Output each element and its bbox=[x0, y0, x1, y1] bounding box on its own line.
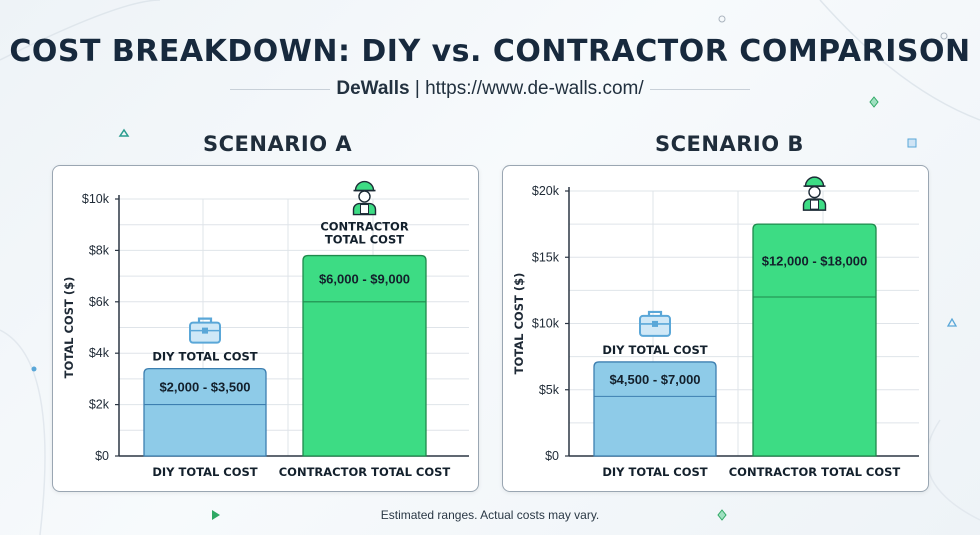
subtitle-separator: | bbox=[414, 78, 420, 99]
y-tick-label: $10k bbox=[532, 317, 560, 331]
range-label: $6,000 - $9,000 bbox=[319, 272, 410, 287]
y-tick-label: $6k bbox=[89, 295, 110, 309]
range-label: $4,500 - $7,000 bbox=[609, 372, 700, 387]
diy-bar bbox=[593, 361, 717, 457]
y-axis-label: TOTAL COST ($) bbox=[512, 273, 526, 375]
scenario-a-chart-card: $0 $2k $4k $6k $8k $10k TOTAL COST ($) $2,000 -… bbox=[52, 165, 479, 492]
diy-bar bbox=[143, 367, 267, 457]
scenario-a-title: SCENARIO A bbox=[203, 132, 353, 156]
square-decoration bbox=[907, 138, 917, 148]
category-label: DIY TOTAL COST bbox=[602, 465, 707, 479]
diamond-decoration bbox=[717, 509, 727, 521]
triangle-decoration bbox=[946, 317, 958, 327]
contractor-bar bbox=[302, 254, 427, 457]
diamond-decoration bbox=[869, 96, 879, 108]
bar-title: DIY TOTAL COST bbox=[152, 350, 257, 364]
scenario-b-chart: $0 $5k $10k $15k $20k TOTAL COST ($) $4,500 - … bbox=[512, 176, 919, 479]
toolbox-icon bbox=[189, 317, 221, 344]
scenario-b-chart-card: $0 $5k $10k $15k $20k TOTAL COST ($) $4,500 - … bbox=[502, 165, 929, 492]
worker-icon bbox=[802, 176, 827, 211]
brand-url[interactable]: https://www.de-walls.com/ bbox=[425, 78, 644, 99]
y-axis-label: TOTAL COST ($) bbox=[62, 277, 76, 379]
y-tick-label: $15k bbox=[532, 250, 560, 264]
triangle-decoration bbox=[118, 128, 130, 137]
y-tick-label: $2k bbox=[89, 398, 110, 412]
worker-icon bbox=[352, 180, 377, 216]
category-label: DIY TOTAL COST bbox=[152, 465, 257, 479]
bar-title: CONTRACTOR TOTAL COST bbox=[320, 220, 409, 247]
y-tick-label: $0 bbox=[95, 449, 109, 463]
category-label: CONTRACTOR TOTAL COST bbox=[729, 465, 901, 479]
scenario-b-title: SCENARIO B bbox=[655, 132, 804, 156]
range-label: $12,000 - $18,000 bbox=[762, 254, 868, 269]
triangle-decoration bbox=[212, 510, 220, 520]
y-tick-label: $4k bbox=[89, 346, 110, 360]
y-tick-label: $20k bbox=[532, 184, 560, 198]
scenario-a-chart: $0 $2k $4k $6k $8k $10k TOTAL COST ($) $2,000 -… bbox=[62, 180, 469, 479]
y-tick-label: $10k bbox=[82, 192, 110, 206]
range-label: $2,000 - $3,500 bbox=[159, 380, 250, 395]
y-tick-label: $5k bbox=[539, 383, 560, 397]
toolbox-icon bbox=[639, 310, 671, 337]
y-tick-label: $0 bbox=[545, 449, 559, 463]
bar-title: DIY TOTAL COST bbox=[602, 343, 707, 357]
page-title: COST BREAKDOWN: DIY vs. CONTRACTOR COMPA… bbox=[9, 34, 971, 69]
category-label: CONTRACTOR TOTAL COST bbox=[279, 465, 451, 479]
page-subtitle: DeWalls | https://www.de-walls.com/ bbox=[0, 78, 980, 100]
divider bbox=[650, 89, 750, 90]
brand-name: DeWalls bbox=[336, 78, 410, 99]
y-tick-label: $8k bbox=[89, 243, 110, 257]
contractor-bar bbox=[752, 223, 877, 457]
divider bbox=[230, 89, 330, 90]
footer-note: Estimated ranges. Actual costs may vary. bbox=[380, 508, 600, 522]
